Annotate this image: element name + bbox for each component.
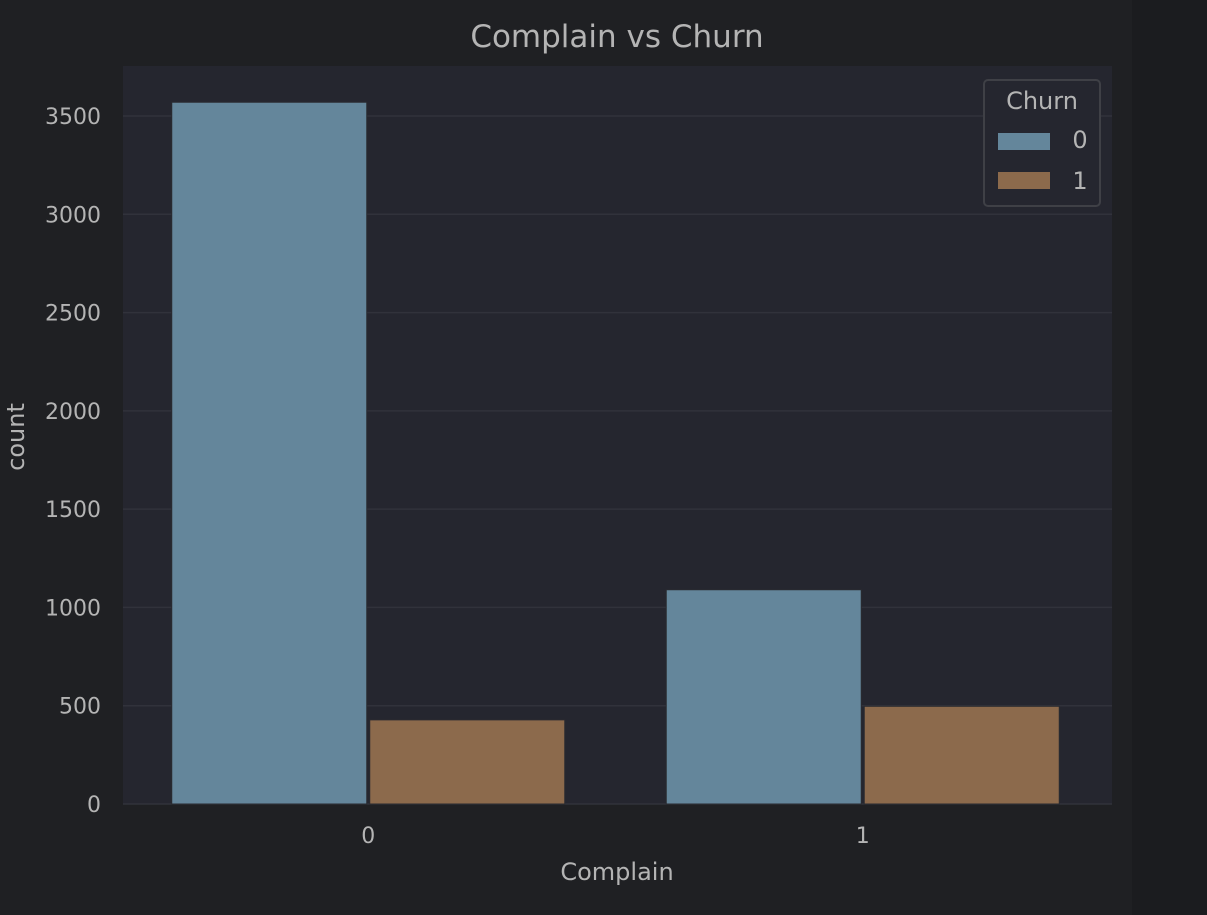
x-axis-label: Complain	[560, 858, 673, 886]
bar-complain-0-churn-1	[369, 719, 566, 805]
y-tick-label: 0	[87, 793, 101, 818]
bar-complain-0-churn-0	[171, 101, 368, 805]
y-tick-label: 2500	[45, 302, 101, 327]
x-tick-label: 0	[361, 824, 375, 849]
bar-complain-1-churn-1	[863, 705, 1060, 805]
legend-swatch-churn-1	[998, 172, 1050, 189]
chart-title: Complain vs Churn	[470, 19, 763, 55]
bars	[171, 101, 1060, 805]
legend-title: Churn	[1006, 87, 1078, 115]
x-tick-label: 1	[856, 824, 870, 849]
legend-label-churn-1: 1	[1072, 167, 1087, 195]
y-tick-label: 1000	[45, 596, 101, 621]
y-tick-label: 2000	[45, 400, 101, 425]
legend-swatch-churn-0	[998, 133, 1050, 150]
y-tick-label: 3000	[45, 203, 101, 228]
y-tick-label: 500	[59, 695, 101, 720]
legend-label-churn-0: 0	[1072, 126, 1087, 154]
y-axis-label: count	[2, 403, 30, 471]
side-panel	[1132, 0, 1207, 915]
y-tick-label: 3500	[45, 105, 101, 130]
y-axis-ticks: 0 500 1000 1500 2000 2500 3000 3500	[45, 105, 101, 818]
bar-complain-1-churn-0	[665, 589, 862, 805]
legend: Churn 0 1	[983, 79, 1101, 207]
y-tick-label: 1500	[45, 498, 101, 523]
